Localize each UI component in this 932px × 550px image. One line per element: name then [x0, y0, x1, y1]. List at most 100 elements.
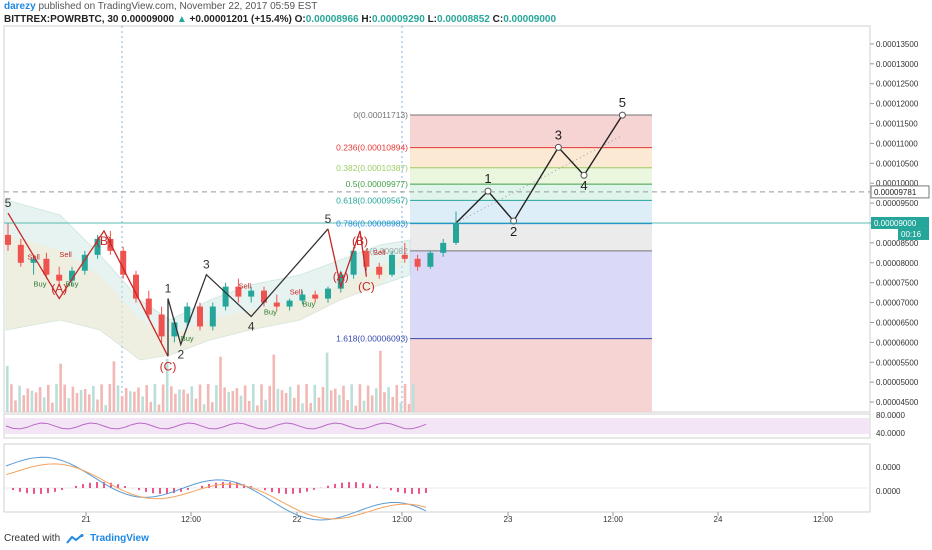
candle-body: [120, 250, 127, 275]
candle-body: [299, 294, 306, 301]
wave-label: 3: [203, 258, 210, 272]
low-value: 0.00008852: [437, 14, 490, 25]
volume-bar: [38, 387, 42, 412]
volume-bar: [387, 387, 390, 412]
tradingview-brand-link[interactable]: TradingView: [90, 533, 149, 544]
y-tick-label: 0.00006500: [876, 318, 919, 327]
volume-bar: [206, 384, 210, 412]
volume-bar: [182, 389, 185, 412]
volume-bar: [100, 384, 103, 412]
fib-band: [410, 147, 652, 168]
volume-bar: [129, 391, 132, 412]
volume-bar: [342, 385, 345, 412]
y-tick-label: 0.00010000: [876, 179, 919, 188]
volume-bar: [174, 393, 177, 412]
fib-band: [410, 223, 652, 251]
impulse-wave-line: [167, 228, 329, 357]
volume-bar: [346, 400, 349, 412]
volume-bar: [252, 384, 255, 412]
price-tag-label: 0.00009781: [874, 188, 917, 197]
signal-label: Buy: [264, 308, 277, 317]
volume-bar: [256, 405, 259, 412]
volume-bar: [403, 384, 407, 412]
signal-label: Sell: [239, 282, 252, 291]
price-tag-box: [870, 185, 930, 199]
volume-bar: [165, 358, 169, 412]
y-tick-label: 0.00012000: [876, 100, 919, 109]
publish-info: darezy published on TradingView.com, Nov…: [4, 1, 317, 12]
volume-bar: [219, 356, 222, 412]
volume-bar: [391, 397, 394, 412]
y-tick-label: 0.00006000: [876, 338, 919, 347]
volume-bar: [288, 386, 292, 412]
volume-bar: [362, 400, 366, 412]
created-with-text: Created with: [4, 533, 61, 544]
volume-bar: [120, 395, 124, 412]
volume-bar: [116, 385, 120, 412]
macd-pane: [3, 443, 871, 513]
volume-bar: [395, 384, 399, 412]
candle-body: [158, 314, 165, 337]
close-value: 0.00009000: [503, 14, 557, 25]
volume-bar: [280, 390, 284, 412]
current-price-tag: [871, 216, 929, 229]
volume-bar: [223, 387, 226, 412]
signal-label: Sell: [27, 253, 40, 262]
countdown-label: 00:16: [901, 230, 922, 239]
change-up-icon: ▲: [176, 14, 187, 25]
volume-bar: [268, 385, 271, 412]
macd-tick-label: 0.0000: [876, 487, 901, 496]
fib-band: [410, 338, 652, 412]
volume-bar: [211, 402, 214, 412]
candle-body: [273, 302, 280, 307]
volume-bar: [92, 385, 95, 412]
projection-wave-label: 2: [510, 224, 517, 239]
signal-label: Buy: [66, 280, 79, 289]
volume-bar: [42, 397, 46, 412]
volume-bar: [71, 386, 75, 412]
volume-bar: [157, 404, 161, 412]
bollinger-band: [5, 199, 411, 361]
last-price: 0.00009000: [121, 14, 175, 25]
volume-bar: [79, 389, 83, 412]
y-tick-label: 0.00011000: [876, 139, 918, 148]
volume-bar: [239, 395, 243, 412]
volume-bar: [108, 384, 112, 412]
candle-body: [81, 254, 88, 271]
y-tick-label: 0.00011500: [876, 119, 918, 128]
volume-bar: [22, 395, 25, 412]
volume-bar: [321, 386, 325, 412]
high-label: H:: [361, 14, 372, 25]
volume-bar: [293, 397, 296, 412]
wave-label: (A): [333, 270, 349, 284]
wave-label: 4: [248, 319, 255, 333]
volume-bar: [272, 354, 276, 412]
wave-label: (B): [96, 234, 112, 248]
volume-bar: [153, 384, 157, 412]
projection-wave-label: 5: [619, 95, 626, 110]
projection-point: [510, 217, 518, 225]
abc-correction-line: [327, 228, 368, 290]
signal-label: Sell: [290, 288, 303, 297]
volume-bar: [47, 384, 50, 412]
countdown-tag: [898, 228, 929, 240]
y-tick-label: 0.00012500: [876, 80, 919, 89]
x-tick-label: 12:00: [181, 515, 202, 524]
x-tick-label: 24: [714, 515, 723, 524]
author-name[interactable]: darezy: [4, 1, 36, 12]
candle-body: [261, 290, 267, 303]
wave-label: (C): [160, 359, 177, 373]
projection-point: [580, 171, 588, 179]
volume-bar: [83, 388, 87, 412]
candle-body: [69, 270, 75, 281]
x-tick-label: 12:00: [813, 515, 834, 524]
fib-band: [410, 250, 652, 339]
candle-body: [389, 254, 395, 275]
candle-body: [363, 250, 370, 267]
price-chart[interactable]: 0.00013500 0.00013000 0.00012500 0.00012000…: [0, 0, 932, 530]
projection-wave-label: 3: [555, 127, 562, 142]
volume-bar: [55, 384, 58, 412]
y-tick-label: 0.00009500: [876, 199, 919, 208]
fib-band: [410, 167, 652, 185]
fib-level-label: 0(0.00011713): [353, 110, 408, 120]
